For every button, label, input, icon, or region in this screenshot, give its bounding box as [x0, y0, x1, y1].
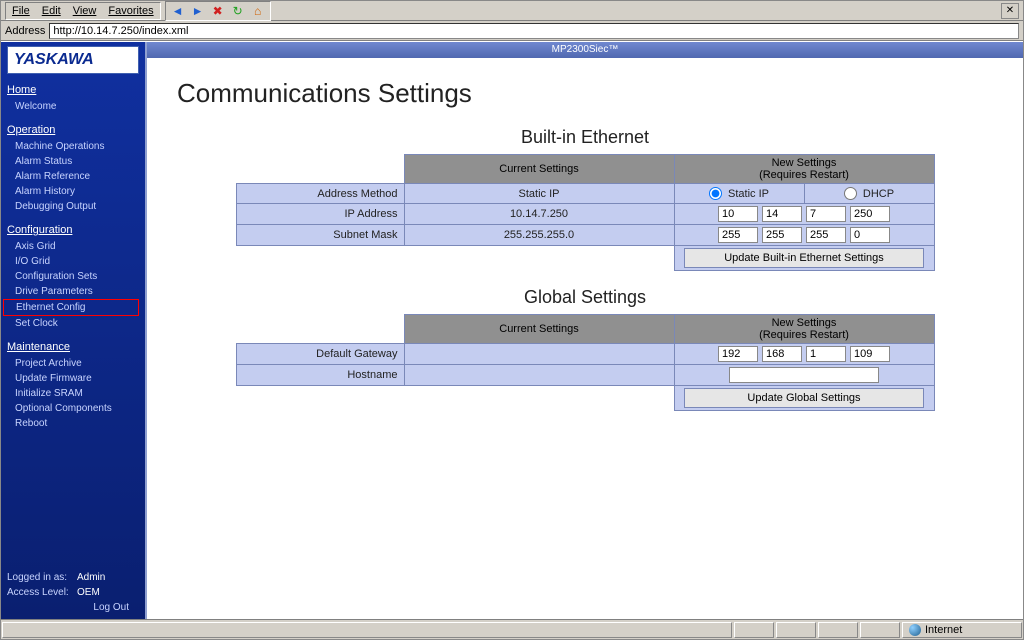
row-label-ip: IP Address	[236, 204, 404, 225]
nav-item-axis-grid[interactable]: Axis Grid	[7, 239, 139, 254]
row-label-gateway: Default Gateway	[236, 344, 404, 365]
home-icon[interactable]: ⌂	[250, 3, 266, 19]
window-close-button[interactable]: ✕	[1001, 3, 1019, 19]
sidebar: YASKAWA Home Welcome Operation Machine Oper…	[1, 42, 145, 619]
logged-in-value: Admin	[77, 570, 105, 585]
status-seg-4	[860, 622, 900, 638]
forward-icon[interactable]: ►	[190, 3, 206, 19]
nav-item-alarm-status[interactable]: Alarm Status	[7, 154, 139, 169]
radio-static-ip[interactable]: Static IP	[681, 187, 798, 200]
nav-item-debugging-output[interactable]: Debugging Output	[7, 199, 139, 214]
row-label-hostname: Hostname	[236, 365, 404, 386]
current-ip: 10.14.7.250	[404, 204, 674, 225]
subnet-octet-2[interactable]	[762, 227, 802, 243]
status-seg-1	[734, 622, 774, 638]
status-seg-2	[776, 622, 816, 638]
current-address-method: Static IP	[404, 184, 674, 204]
current-subnet: 255.255.255.0	[404, 225, 674, 246]
access-level-label: Access Level:	[7, 585, 77, 600]
new-subnet-inputs	[681, 227, 928, 243]
nav-item-alarm-history[interactable]: Alarm History	[7, 184, 139, 199]
nav-item-welcome[interactable]: Welcome	[7, 99, 139, 114]
logged-in-label: Logged in as:	[7, 570, 77, 585]
new-ip-inputs	[681, 206, 928, 222]
ip-octet-3[interactable]	[806, 206, 846, 222]
subnet-octet-3[interactable]	[806, 227, 846, 243]
new-gateway-inputs	[681, 346, 928, 362]
ip-octet-1[interactable]	[718, 206, 758, 222]
nav-item-configuration-sets[interactable]: Configuration Sets	[7, 269, 139, 284]
ip-octet-2[interactable]	[762, 206, 802, 222]
builtin-col-new: New Settings (Requires Restart)	[674, 155, 934, 184]
builtin-col-current: Current Settings	[404, 155, 674, 184]
gateway-octet-2[interactable]	[762, 346, 802, 362]
address-label: Address	[5, 25, 45, 37]
row-label-subnet: Subnet Mask	[236, 225, 404, 246]
menu-group: File Edit View Favorites	[5, 2, 161, 20]
refresh-icon[interactable]: ↻	[230, 3, 246, 19]
logo: YASKAWA	[7, 46, 139, 74]
global-heading: Global Settings	[177, 287, 993, 308]
row-label-address-method: Address Method	[236, 184, 404, 204]
address-bar: Address	[1, 21, 1023, 41]
content-area: YASKAWA Home Welcome Operation Machine Oper…	[1, 41, 1023, 619]
menu-favorites[interactable]: Favorites	[102, 3, 159, 19]
gateway-octet-1[interactable]	[718, 346, 758, 362]
address-input[interactable]	[49, 23, 1019, 39]
menu-file[interactable]: File	[6, 3, 36, 19]
menu-bar: File Edit View Favorites ◄ ► ✖ ↻ ⌂ ✕	[1, 1, 1023, 21]
nav-title-operation[interactable]: Operation	[7, 124, 139, 136]
radio-static-ip-input[interactable]	[709, 187, 722, 200]
globe-icon	[909, 624, 921, 636]
subnet-octet-4[interactable]	[850, 227, 890, 243]
gateway-octet-4[interactable]	[850, 346, 890, 362]
builtin-table: Current Settings New Settings (Requires …	[236, 154, 935, 271]
nav-item-i/o-grid[interactable]: I/O Grid	[7, 254, 139, 269]
global-col-new: New Settings (Requires Restart)	[674, 315, 934, 344]
status-bar: Internet	[1, 619, 1023, 639]
global-table: Current Settings New Settings (Requires …	[236, 314, 935, 411]
nav-item-optional-components[interactable]: Optional Components	[7, 401, 139, 416]
update-global-button[interactable]: Update Global Settings	[684, 388, 924, 408]
builtin-heading: Built-in Ethernet	[177, 127, 993, 148]
ip-octet-4[interactable]	[850, 206, 890, 222]
radio-dhcp[interactable]: DHCP	[811, 187, 928, 200]
nav-title-home[interactable]: Home	[7, 84, 139, 96]
update-builtin-button[interactable]: Update Built-in Ethernet Settings	[684, 248, 924, 268]
menu-edit[interactable]: Edit	[36, 3, 67, 19]
status-left	[2, 622, 732, 638]
nav-title-configuration[interactable]: Configuration	[7, 224, 139, 236]
global-col-current: Current Settings	[404, 315, 674, 344]
page-body: Communications Settings Built-in Etherne…	[147, 58, 1023, 437]
nav-item-initialize-sram[interactable]: Initialize SRAM	[7, 386, 139, 401]
main-pane: MP2300Siec™ Communications Settings Buil…	[145, 42, 1023, 619]
sidebar-footer: Logged in as:Admin Access Level:OEM Log …	[7, 570, 139, 615]
status-seg-3	[818, 622, 858, 638]
nav-buttons: ◄ ► ✖ ↻ ⌂	[165, 1, 271, 21]
nav-item-ethernet-config[interactable]: Ethernet Config	[3, 299, 139, 316]
gateway-octet-3[interactable]	[806, 346, 846, 362]
nav-item-drive-parameters[interactable]: Drive Parameters	[7, 284, 139, 299]
browser-window: File Edit View Favorites ◄ ► ✖ ↻ ⌂ ✕ Add…	[0, 0, 1024, 640]
radio-dhcp-input[interactable]	[844, 187, 857, 200]
nav-title-maintenance[interactable]: Maintenance	[7, 341, 139, 353]
nav-item-set-clock[interactable]: Set Clock	[7, 316, 139, 331]
product-bar: MP2300Siec™	[147, 42, 1023, 58]
stop-icon[interactable]: ✖	[210, 3, 226, 19]
nav-item-machine-operations[interactable]: Machine Operations	[7, 139, 139, 154]
nav-item-alarm-reference[interactable]: Alarm Reference	[7, 169, 139, 184]
current-hostname	[404, 365, 674, 386]
back-icon[interactable]: ◄	[170, 3, 186, 19]
nav-item-project-archive[interactable]: Project Archive	[7, 356, 139, 371]
page-title: Communications Settings	[177, 78, 993, 109]
menu-view[interactable]: View	[67, 3, 103, 19]
hostname-input[interactable]	[729, 367, 879, 383]
status-internet: Internet	[902, 622, 1022, 638]
subnet-octet-1[interactable]	[718, 227, 758, 243]
current-gateway	[404, 344, 674, 365]
nav-item-update-firmware[interactable]: Update Firmware	[7, 371, 139, 386]
access-level-value: OEM	[77, 585, 100, 600]
logout-link[interactable]: Log Out	[7, 600, 139, 615]
nav-item-reboot[interactable]: Reboot	[7, 416, 139, 431]
